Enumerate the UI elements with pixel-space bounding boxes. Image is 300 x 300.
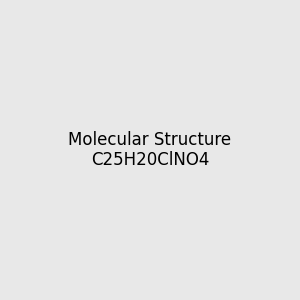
Text: Molecular Structure
C25H20ClNO4: Molecular Structure C25H20ClNO4 bbox=[68, 130, 232, 170]
